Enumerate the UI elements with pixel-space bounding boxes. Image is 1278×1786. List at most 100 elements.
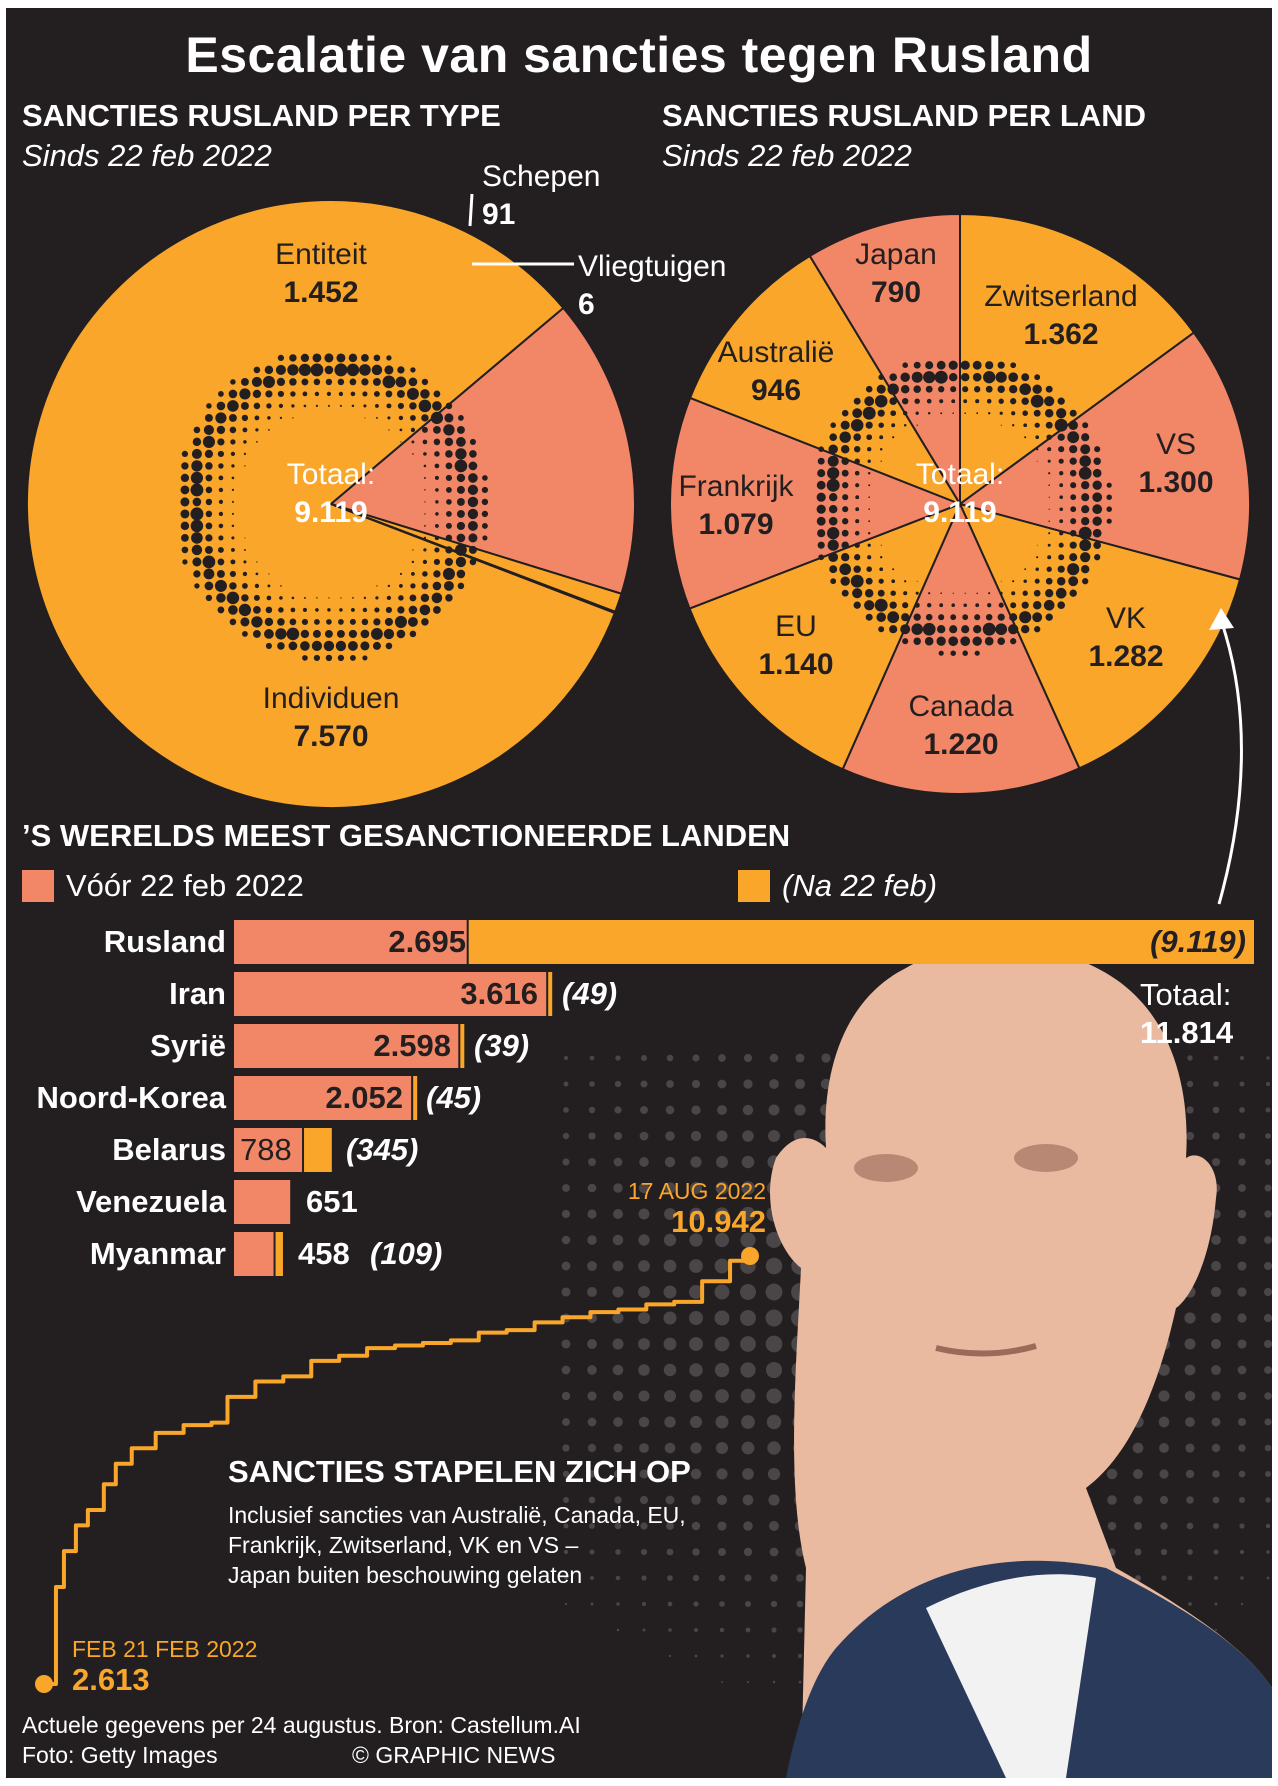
halftone-dot	[205, 522, 213, 530]
halftone-dot	[714, 1232, 730, 1248]
halftone-dot	[231, 464, 235, 468]
halftone-dot	[855, 519, 860, 524]
halftone-dot	[204, 545, 213, 554]
halftone-dot	[384, 365, 394, 375]
halftone-dot	[418, 399, 432, 413]
halftone-dot	[456, 473, 466, 483]
halftone-dot	[291, 404, 295, 408]
halftone-dot	[691, 1495, 701, 1505]
halftone-dot	[1059, 507, 1063, 511]
halftone-dot	[562, 1158, 570, 1166]
halftone-dot	[1057, 601, 1066, 610]
halftone-dot	[1057, 397, 1065, 405]
halftone-dot	[421, 582, 429, 590]
halftone-dot	[865, 577, 873, 585]
halftone-dot	[1022, 410, 1028, 416]
halftone-dot	[1186, 1496, 1194, 1504]
halftone-dot	[230, 547, 235, 552]
halftone-dot	[1034, 578, 1040, 584]
halftone-dot	[718, 1574, 726, 1582]
halftone-dot	[772, 1680, 776, 1684]
halftone-dot	[371, 364, 383, 376]
halftone-dot	[181, 534, 189, 542]
halftone-dot	[561, 1261, 571, 1271]
halftone-dot	[817, 529, 826, 538]
slice-label-vk: VK 1.282	[1066, 600, 1186, 676]
halftone-dot	[1010, 602, 1017, 609]
halftone-dot	[639, 1443, 649, 1453]
halftone-dot	[1058, 446, 1065, 453]
halftone-dot	[1048, 532, 1051, 535]
halftone-dot	[1184, 1390, 1196, 1402]
halftone-dot	[205, 510, 213, 518]
halftone-dot	[590, 1602, 594, 1606]
bar-value-iran: 3.616	[460, 976, 538, 1011]
halftone-dot	[852, 588, 863, 599]
halftone-dot	[1058, 458, 1064, 464]
halftone-dot	[192, 437, 202, 447]
legend-swatch-before	[22, 870, 54, 902]
halftone-dot	[1213, 1081, 1219, 1087]
halftone-dot	[1214, 1628, 1218, 1632]
halftone-dot	[264, 365, 274, 375]
halftone-dot	[1132, 1442, 1144, 1454]
halftone-dot	[230, 379, 236, 385]
halftone-dot	[828, 492, 838, 502]
halftone-dot	[1159, 1469, 1169, 1479]
halftone-dot	[395, 376, 407, 388]
halftone-dot	[1032, 384, 1042, 394]
halftone-dot	[446, 511, 452, 517]
line-note-1: Inclusief sancties van Australië, Canada…	[228, 1502, 686, 1528]
halftone-dot	[827, 455, 839, 467]
halftone-dot	[890, 590, 896, 596]
halftone-dot	[445, 546, 453, 554]
halftone-dot	[691, 1079, 701, 1089]
bar-after-syrië	[460, 1024, 465, 1068]
halftone-dot	[251, 616, 263, 628]
halftone-dot	[1159, 1443, 1169, 1453]
halftone-dot	[1237, 1313, 1247, 1323]
halftone-dot	[868, 508, 870, 510]
halftone-dot	[230, 451, 236, 457]
halftone-dot	[916, 580, 918, 582]
halftone-dot	[1047, 447, 1052, 452]
halftone-dot	[998, 398, 1004, 404]
halftone-dot	[1210, 1286, 1222, 1298]
halftone-dot	[976, 412, 979, 415]
halftone-dot	[1035, 435, 1040, 440]
slice-value: 946	[750, 374, 802, 407]
halftone-dot	[216, 569, 225, 578]
halftone-dot	[938, 650, 944, 656]
halftone-dot	[985, 385, 993, 393]
halftone-dot	[1022, 590, 1028, 596]
halftone-dot	[275, 364, 286, 375]
slice-name: Japan	[855, 238, 937, 271]
halftone-dot	[900, 372, 910, 382]
halftone-dot	[446, 487, 452, 493]
halftone-dot	[876, 384, 886, 394]
halftone-dot	[1024, 436, 1027, 439]
halftone-dot	[612, 1234, 624, 1246]
halftone-dot	[769, 1521, 779, 1531]
halftone-dot	[561, 1339, 571, 1349]
halftone-dot	[468, 545, 477, 554]
halftone-dot	[1033, 589, 1041, 597]
halftone-dot	[423, 536, 427, 540]
halftone-dot	[1081, 481, 1090, 490]
halftone-dot	[264, 629, 274, 639]
halftone-dot	[666, 1548, 674, 1556]
halftone-dot	[613, 1183, 623, 1193]
halftone-dot	[1238, 1444, 1246, 1452]
halftone-dot	[997, 637, 1006, 646]
halftone-dot	[960, 636, 971, 647]
slice-value: 91	[482, 198, 516, 231]
halftone-dot	[382, 375, 396, 389]
halftone-dot	[589, 1549, 595, 1555]
halftone-dot	[878, 626, 885, 633]
bar-country-venezuela: Venezuela	[76, 1184, 226, 1219]
halftone-dot	[1187, 1575, 1193, 1581]
halftone-dot	[794, 1078, 806, 1090]
halftone-dot	[312, 353, 322, 363]
halftone-dot	[316, 597, 318, 599]
halftone-dot	[469, 450, 477, 458]
